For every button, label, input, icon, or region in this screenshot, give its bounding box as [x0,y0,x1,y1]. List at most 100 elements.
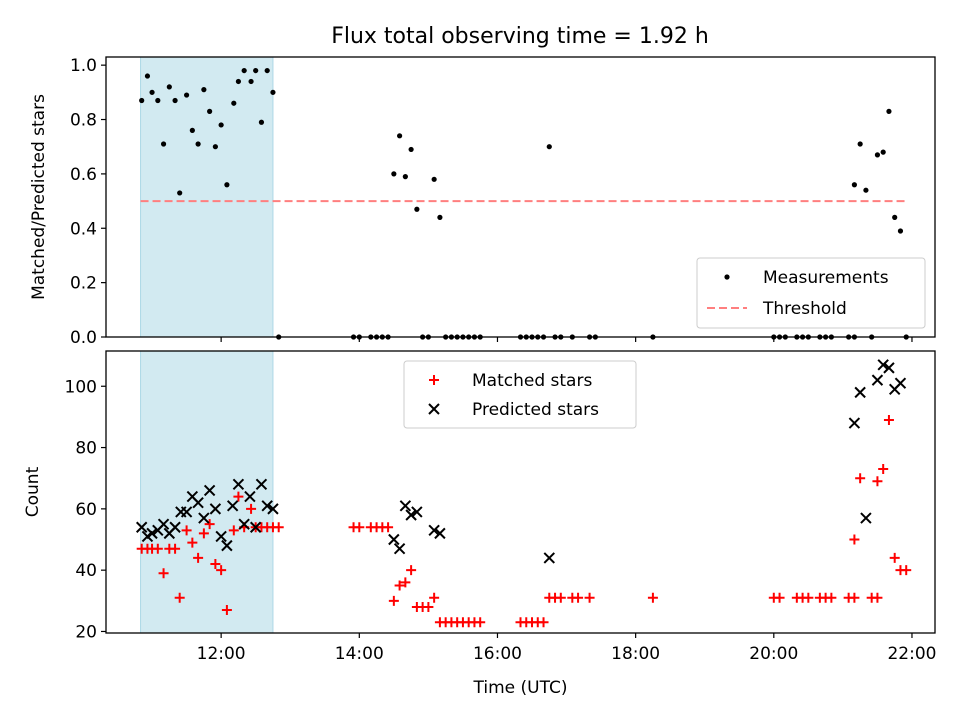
data-point [170,543,181,554]
y-tick-label: 0.8 [70,111,97,131]
legend-box [403,360,637,429]
data-point [174,592,185,603]
data-point [647,592,658,603]
y-tick-label: 60 [75,500,97,520]
data-point [231,100,237,106]
data-point [249,521,262,533]
shaded-interval [140,56,274,338]
data-point [183,92,190,98]
data-point [253,67,259,74]
y-tick-label: 100 [65,377,97,397]
data-point [207,108,213,114]
data-point [543,552,555,564]
data-point [172,97,178,104]
data-point [246,503,257,514]
data-point [198,528,209,539]
data-point [267,503,279,515]
data-point [877,359,889,371]
data-point [475,617,486,628]
data-point [255,478,268,491]
y-tick-label: 40 [75,561,97,581]
data-point [155,97,161,104]
data-point [226,500,239,512]
data-point [872,476,883,487]
legend: Matched stars Predicted stars [403,360,637,429]
data-point [180,506,193,518]
data-point [261,500,273,512]
data-point [201,87,207,93]
data-point [189,127,195,133]
data-point [897,228,904,234]
data-point [414,206,420,212]
data-point [860,512,872,524]
data-point [854,386,866,399]
data-point [135,521,148,533]
data-point [871,374,884,386]
data-point [894,377,907,389]
data-point [248,78,254,85]
data-point [393,542,406,555]
data-point [383,522,394,533]
data-point [238,518,250,530]
data-point [144,73,151,79]
y-tick-label: 20 [75,622,97,642]
data-point [212,144,218,150]
data-point [146,527,158,540]
data-point [901,565,912,576]
data-point [803,592,814,603]
data-point [233,491,244,502]
legend-label: Threshold [762,299,847,319]
data-point [204,519,215,530]
data-point [546,144,552,150]
data-point [177,190,183,196]
data-point [555,592,566,603]
data-point [388,595,399,606]
data-point [774,592,785,603]
top-panel: 0.0 0.2 0.4 0.6 0.8 1.0 Matched/Predicted star… [29,56,936,348]
data-point [399,500,412,512]
data-point [195,141,201,147]
data-point [354,522,365,533]
axes-frame [105,56,936,338]
x-tick-label: 20:00 [749,644,798,664]
legend-box [696,257,926,329]
data-point [149,89,155,95]
legend-marker-measurements [724,274,730,280]
y-tick-label: 0.2 [70,274,97,294]
data-point [880,149,886,155]
data-point [584,592,595,603]
data-point [203,484,216,497]
y-tick-label: 0.0 [70,328,97,348]
x-tick-label: 12:00 [197,644,246,664]
legend-marker-matched [429,375,439,385]
data-point [855,473,866,484]
legend-label: Predicted stars [472,400,599,420]
y-tick-label: 1.0 [70,56,97,76]
x-axis-label: Time (UTC) [473,678,568,698]
data-point [400,577,411,588]
x-tick-label: 18:00 [611,644,660,664]
data-point [224,182,230,188]
data-point [848,417,861,429]
data-point [232,478,245,491]
data-point [157,518,170,530]
data-point [273,522,284,533]
series-matched-stars [136,414,912,628]
data-point [408,146,414,153]
data-point [241,67,247,74]
data-point [198,512,210,524]
y-tick-label: 80 [75,439,97,459]
data-point [152,543,163,554]
data-point [431,176,437,182]
data-point [851,182,858,188]
data-point [221,605,232,616]
data-point [428,524,440,537]
data-point [391,171,397,177]
data-point [215,530,227,543]
data-point [826,592,837,603]
legend-label: Measurements [763,268,889,288]
data-point [264,67,270,74]
data-point [883,362,895,374]
data-point [538,617,549,628]
